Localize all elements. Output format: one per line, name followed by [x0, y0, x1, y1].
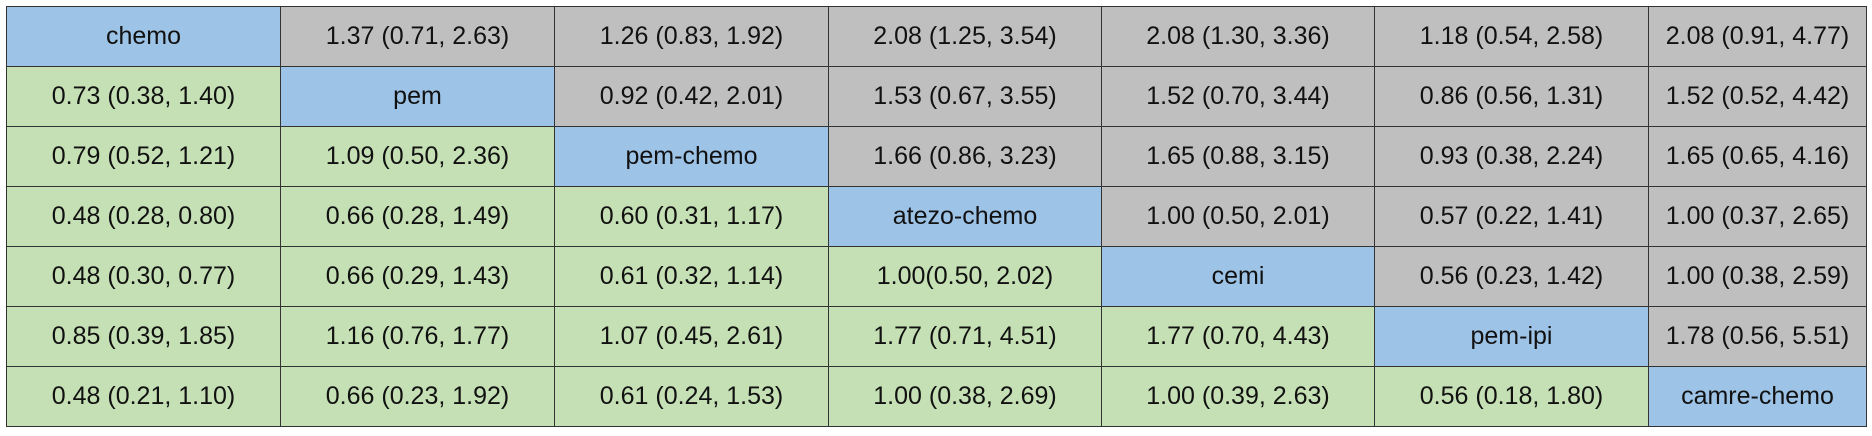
estimate-cell: 1.07 (0.45, 2.61)	[554, 306, 829, 367]
estimate-cell: 2.08 (1.30, 3.36)	[1101, 6, 1375, 67]
estimate-cell: 1.00 (0.37, 2.65)	[1648, 186, 1867, 247]
table-row: 0.73 (0.38, 1.40) pem 0.92 (0.42, 2.01) 1.5…	[6, 66, 1867, 127]
estimate-cell: 0.56 (0.23, 1.42)	[1374, 246, 1649, 307]
table-row: 0.48 (0.21, 1.10) 0.66 (0.23, 1.92) 0.61 (…	[6, 366, 1867, 427]
estimate-cell: 0.60 (0.31, 1.17)	[554, 186, 829, 247]
estimate-cell: 1.77 (0.71, 4.51)	[828, 306, 1102, 367]
estimate-cell: 1.18 (0.54, 2.58)	[1374, 6, 1649, 67]
estimate-cell: 1.66 (0.86, 3.23)	[828, 126, 1102, 187]
estimate-cell: 1.00(0.50, 2.02)	[828, 246, 1102, 307]
treatment-cell: pem-chemo	[554, 126, 829, 187]
table-row: 0.79 (0.52, 1.21) 1.09 (0.50, 2.36) pem-ch…	[6, 126, 1867, 187]
estimate-cell: 1.52 (0.52, 4.42)	[1648, 66, 1867, 127]
estimate-cell: 1.26 (0.83, 1.92)	[554, 6, 829, 67]
estimate-cell: 0.61 (0.24, 1.53)	[554, 366, 829, 427]
estimate-cell: 2.08 (1.25, 3.54)	[828, 6, 1102, 67]
treatment-cell: camre-chemo	[1648, 366, 1867, 427]
estimate-cell: 1.16 (0.76, 1.77)	[280, 306, 555, 367]
treatment-cell: pem	[280, 66, 555, 127]
estimate-cell: 1.53 (0.67, 3.55)	[828, 66, 1102, 127]
estimate-cell: 0.48 (0.21, 1.10)	[6, 366, 281, 427]
estimate-cell: 1.37 (0.71, 2.63)	[280, 6, 555, 67]
estimate-cell: 1.52 (0.70, 3.44)	[1101, 66, 1375, 127]
estimate-cell: 0.48 (0.30, 0.77)	[6, 246, 281, 307]
estimate-cell: 1.00 (0.39, 2.63)	[1101, 366, 1375, 427]
estimate-cell: 0.66 (0.28, 1.49)	[280, 186, 555, 247]
estimate-cell: 1.78 (0.56, 5.51)	[1648, 306, 1867, 367]
table-row: 0.48 (0.30, 0.77) 0.66 (0.29, 1.43) 0.61 (…	[6, 246, 1867, 307]
estimate-cell: 1.77 (0.70, 4.43)	[1101, 306, 1375, 367]
estimate-cell: 0.66 (0.23, 1.92)	[280, 366, 555, 427]
estimate-cell: 1.00 (0.50, 2.01)	[1101, 186, 1375, 247]
estimate-cell: 0.86 (0.56, 1.31)	[1374, 66, 1649, 127]
table-row: 0.85 (0.39, 1.85) 1.16 (0.76, 1.77) 1.07 (…	[6, 306, 1867, 367]
estimate-cell: 1.65 (0.88, 3.15)	[1101, 126, 1375, 187]
estimate-cell: 0.93 (0.38, 2.24)	[1374, 126, 1649, 187]
comparison-table: chemo 1.37 (0.71, 2.63) 1.26 (0.83, 1.92) 2…	[6, 6, 1867, 427]
estimate-cell: 2.08 (0.91, 4.77)	[1648, 6, 1867, 67]
table-row: 0.48 (0.28, 0.80) 0.66 (0.28, 1.49) 0.60 (…	[6, 186, 1867, 247]
estimate-cell: 1.09 (0.50, 2.36)	[280, 126, 555, 187]
estimate-cell: 0.79 (0.52, 1.21)	[6, 126, 281, 187]
estimate-cell: 1.65 (0.65, 4.16)	[1648, 126, 1867, 187]
estimate-cell: 0.48 (0.28, 0.80)	[6, 186, 281, 247]
treatment-cell: chemo	[6, 6, 281, 67]
estimate-cell: 0.92 (0.42, 2.01)	[554, 66, 829, 127]
treatment-cell: atezo-chemo	[828, 186, 1102, 247]
estimate-cell: 0.85 (0.39, 1.85)	[6, 306, 281, 367]
estimate-cell: 0.73 (0.38, 1.40)	[6, 66, 281, 127]
estimate-cell: 1.00 (0.38, 2.59)	[1648, 246, 1867, 307]
treatment-cell: pem-ipi	[1374, 306, 1649, 367]
estimate-cell: 0.57 (0.22, 1.41)	[1374, 186, 1649, 247]
estimate-cell: 0.56 (0.18, 1.80)	[1374, 366, 1649, 427]
treatment-cell: cemi	[1101, 246, 1375, 307]
table-row: chemo 1.37 (0.71, 2.63) 1.26 (0.83, 1.92) 2…	[6, 6, 1867, 67]
estimate-cell: 0.61 (0.32, 1.14)	[554, 246, 829, 307]
estimate-cell: 0.66 (0.29, 1.43)	[280, 246, 555, 307]
estimate-cell: 1.00 (0.38, 2.69)	[828, 366, 1102, 427]
